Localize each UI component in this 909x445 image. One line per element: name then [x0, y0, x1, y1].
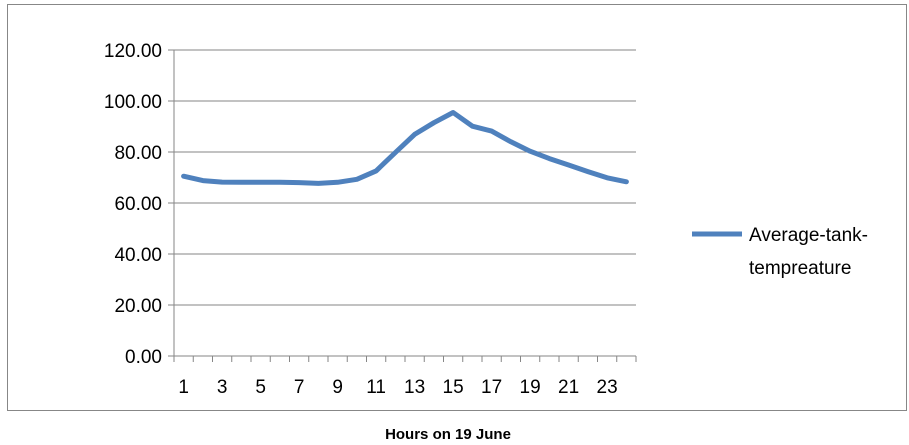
x-tick-label: 19 [520, 377, 541, 398]
y-tick-label: 40.00 [114, 245, 162, 266]
x-tick-label: 5 [255, 377, 266, 398]
x-tick-label: 3 [217, 377, 228, 398]
x-tick-label: 21 [558, 377, 579, 398]
x-tick-label: 23 [597, 377, 618, 398]
y-tick-label: 120.00 [104, 41, 162, 62]
y-tick-label: 0.00 [125, 347, 162, 368]
legend: Average-tank- tempreature [692, 225, 868, 279]
x-tick-label: 17 [481, 377, 502, 398]
x-tick-label: 15 [443, 377, 464, 398]
series-line [181, 110, 629, 186]
y-tick-label: 80.00 [114, 143, 162, 164]
x-tick-label: 7 [294, 377, 305, 398]
y-axis-tick-labels: 0.00 20.00 40.00 60.00 80.00 100.00 120.00 [104, 41, 162, 368]
y-tick-label: 20.00 [114, 296, 162, 317]
x-axis-tick-labels: 1 3 5 7 9 11 13 15 17 19 21 23 [178, 377, 617, 398]
series-layer [181, 110, 629, 186]
axes [173, 50, 637, 362]
y-tick-label: 100.00 [104, 92, 162, 113]
chart-border [7, 4, 907, 411]
legend-label-line-2: tempreature [749, 258, 851, 279]
y-tick-label: 60.00 [114, 194, 162, 215]
x-tick-label: 9 [332, 377, 343, 398]
gridlines [168, 49, 636, 357]
x-axis-title: Hours on 19 June [385, 426, 511, 443]
x-tick-label: 11 [366, 377, 386, 398]
legend-label-line-1: Average-tank- [749, 225, 868, 246]
x-tick-label: 1 [178, 377, 189, 398]
x-tick-label: 13 [404, 377, 425, 398]
